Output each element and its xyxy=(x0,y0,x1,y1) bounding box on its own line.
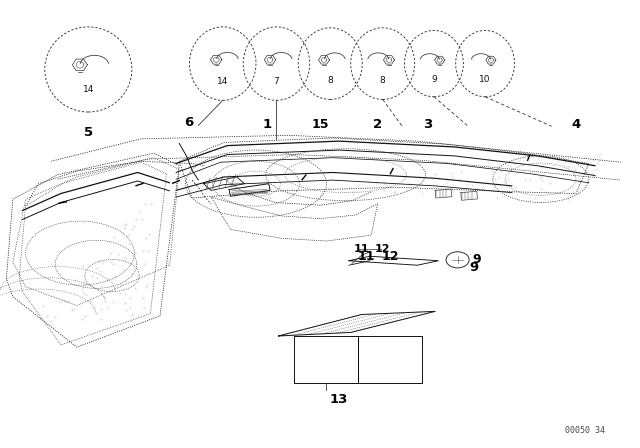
Text: 15: 15 xyxy=(311,118,329,131)
Text: 6: 6 xyxy=(184,116,193,129)
Text: 2: 2 xyxy=(373,118,382,131)
Text: 10: 10 xyxy=(479,75,491,84)
Text: 13: 13 xyxy=(330,393,348,406)
Text: 5: 5 xyxy=(84,126,93,139)
Text: 14: 14 xyxy=(83,86,94,95)
Text: 12: 12 xyxy=(381,250,399,263)
Text: 11: 11 xyxy=(358,250,376,263)
Text: 7: 7 xyxy=(274,77,279,86)
Text: 8: 8 xyxy=(328,76,333,85)
Text: 3: 3 xyxy=(423,118,432,131)
Text: 8: 8 xyxy=(380,76,385,85)
Text: 9: 9 xyxy=(431,75,436,84)
Text: 00050 34: 00050 34 xyxy=(564,426,605,435)
Text: 1: 1 xyxy=(263,118,272,131)
Text: 12: 12 xyxy=(375,244,390,254)
Text: 9: 9 xyxy=(469,261,478,274)
Text: 9: 9 xyxy=(472,253,481,267)
Text: 14: 14 xyxy=(217,77,228,86)
Text: 4: 4 xyxy=(572,118,580,131)
Text: 11: 11 xyxy=(354,244,369,254)
